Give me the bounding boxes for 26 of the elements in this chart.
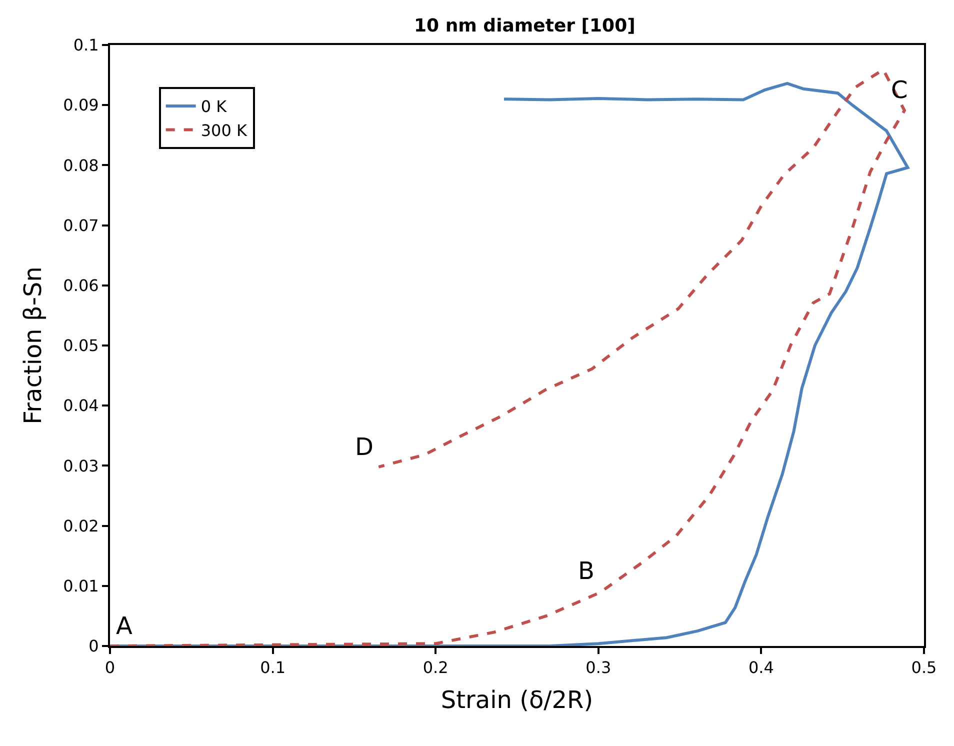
- y-tick-label: 0.1: [73, 36, 99, 55]
- y-tick-label: 0.06: [63, 276, 99, 295]
- x-tick-label: 0.2: [422, 658, 448, 678]
- y-tick-label: 0.04: [63, 396, 99, 416]
- legend-label: 0 K: [200, 97, 228, 116]
- x-tick-label: 0.5: [911, 658, 937, 678]
- x-tick-label: 0.3: [586, 658, 612, 678]
- x-tick-label: 0.4: [748, 658, 774, 678]
- y-tick-label: 0.02: [63, 516, 99, 536]
- x-axis-title: Strain (δ/2R): [440, 686, 594, 714]
- y-tick-label: 0.01: [63, 576, 99, 596]
- y-tick-label: 0.08: [63, 156, 99, 175]
- annotation: C: [891, 76, 908, 104]
- y-tick-label: 0.07: [63, 216, 99, 235]
- chart-title: 10 nm diameter [100]: [414, 15, 636, 36]
- annotation: B: [578, 557, 594, 585]
- annotation: A: [116, 612, 133, 640]
- x-tick-label: 0: [104, 658, 116, 678]
- y-tick-label: 0.09: [63, 96, 99, 115]
- legend-label: 300 K: [200, 121, 248, 140]
- y-axis-title: Fraction β-Sn: [18, 266, 47, 424]
- y-tick-label: 0.03: [63, 456, 99, 476]
- x-tick-label: 0.1: [260, 658, 286, 678]
- annotation: D: [355, 433, 374, 461]
- y-tick-label: 0.05: [63, 336, 99, 356]
- y-tick-label: 0: [88, 636, 99, 656]
